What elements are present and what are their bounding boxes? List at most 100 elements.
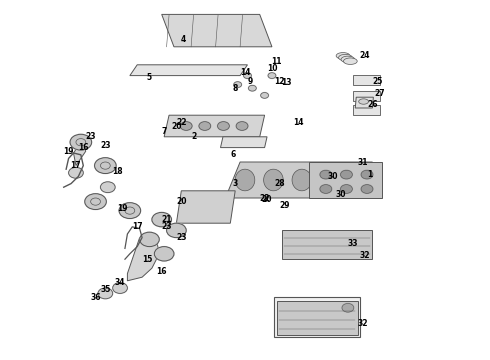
Text: 3: 3 bbox=[233, 179, 238, 188]
Circle shape bbox=[113, 283, 127, 293]
Polygon shape bbox=[220, 137, 267, 148]
Text: 34: 34 bbox=[115, 278, 125, 287]
Text: 1: 1 bbox=[368, 170, 372, 179]
Circle shape bbox=[268, 73, 276, 78]
Polygon shape bbox=[277, 301, 358, 335]
Circle shape bbox=[361, 185, 373, 193]
Text: 20: 20 bbox=[171, 122, 182, 131]
Text: 33: 33 bbox=[347, 239, 358, 248]
Text: 30: 30 bbox=[328, 172, 339, 181]
Bar bbox=[274, 297, 360, 337]
Text: 16: 16 bbox=[78, 143, 89, 152]
Circle shape bbox=[261, 93, 269, 98]
Text: 8: 8 bbox=[233, 84, 238, 93]
Text: 12: 12 bbox=[274, 77, 285, 86]
Text: 23: 23 bbox=[176, 233, 187, 242]
Circle shape bbox=[342, 303, 354, 312]
Text: 11: 11 bbox=[271, 57, 282, 66]
Circle shape bbox=[119, 203, 141, 219]
Polygon shape bbox=[225, 162, 372, 198]
Circle shape bbox=[341, 170, 352, 179]
Polygon shape bbox=[130, 65, 247, 76]
Circle shape bbox=[85, 194, 106, 210]
Circle shape bbox=[320, 185, 332, 193]
Ellipse shape bbox=[343, 58, 357, 64]
Polygon shape bbox=[162, 14, 272, 47]
Ellipse shape bbox=[336, 53, 350, 59]
Polygon shape bbox=[176, 191, 235, 223]
Bar bbox=[353, 75, 380, 85]
Circle shape bbox=[199, 122, 211, 130]
Text: 23: 23 bbox=[100, 141, 111, 150]
Text: 15: 15 bbox=[142, 255, 152, 264]
Polygon shape bbox=[164, 115, 265, 137]
Polygon shape bbox=[127, 236, 159, 281]
Polygon shape bbox=[282, 230, 372, 259]
Text: 10: 10 bbox=[267, 64, 277, 73]
Circle shape bbox=[95, 158, 116, 174]
Text: 22: 22 bbox=[176, 118, 187, 127]
Circle shape bbox=[361, 170, 373, 179]
Text: 24: 24 bbox=[360, 51, 370, 60]
Text: 32: 32 bbox=[360, 251, 370, 260]
Text: 6: 6 bbox=[230, 150, 235, 159]
Circle shape bbox=[236, 122, 248, 130]
Text: 9: 9 bbox=[247, 77, 252, 86]
Text: 29: 29 bbox=[279, 201, 290, 210]
Text: 36: 36 bbox=[90, 292, 101, 302]
Circle shape bbox=[218, 122, 229, 130]
Circle shape bbox=[341, 185, 352, 193]
Bar bbox=[353, 105, 380, 115]
Text: 32: 32 bbox=[357, 320, 368, 328]
Circle shape bbox=[69, 167, 83, 178]
Text: 25: 25 bbox=[372, 77, 383, 86]
Circle shape bbox=[100, 182, 115, 193]
Polygon shape bbox=[355, 97, 373, 108]
Circle shape bbox=[320, 170, 332, 179]
Circle shape bbox=[248, 85, 256, 91]
Circle shape bbox=[70, 134, 92, 150]
Text: 17: 17 bbox=[132, 222, 143, 231]
Text: 28: 28 bbox=[274, 179, 285, 188]
Text: 14: 14 bbox=[240, 68, 250, 77]
Text: 13: 13 bbox=[281, 78, 292, 87]
Circle shape bbox=[152, 212, 172, 227]
Polygon shape bbox=[309, 162, 382, 198]
Ellipse shape bbox=[339, 54, 352, 61]
Text: 4: 4 bbox=[181, 35, 186, 44]
Ellipse shape bbox=[264, 169, 283, 191]
Circle shape bbox=[180, 122, 192, 130]
Text: 26: 26 bbox=[367, 100, 378, 109]
Text: 20: 20 bbox=[176, 197, 187, 206]
Text: 2: 2 bbox=[191, 132, 196, 141]
Circle shape bbox=[234, 82, 242, 87]
Ellipse shape bbox=[292, 169, 312, 191]
Circle shape bbox=[154, 247, 174, 261]
Text: 5: 5 bbox=[147, 73, 152, 82]
Circle shape bbox=[244, 73, 251, 78]
Circle shape bbox=[98, 288, 113, 299]
Text: 23: 23 bbox=[85, 132, 96, 141]
Text: 14: 14 bbox=[294, 118, 304, 127]
Text: 35: 35 bbox=[100, 285, 111, 294]
Ellipse shape bbox=[235, 169, 255, 191]
Text: 19: 19 bbox=[63, 147, 74, 156]
Bar bbox=[353, 91, 380, 101]
Ellipse shape bbox=[341, 56, 355, 63]
Text: 18: 18 bbox=[112, 166, 123, 176]
Text: 19: 19 bbox=[117, 204, 128, 213]
Text: 22: 22 bbox=[259, 194, 270, 202]
Circle shape bbox=[140, 232, 159, 247]
Circle shape bbox=[167, 223, 186, 238]
Text: 31: 31 bbox=[357, 158, 368, 166]
Text: 17: 17 bbox=[71, 161, 81, 170]
Polygon shape bbox=[74, 144, 86, 166]
Text: 23: 23 bbox=[161, 222, 172, 231]
Text: 30: 30 bbox=[335, 190, 346, 199]
Ellipse shape bbox=[320, 169, 340, 191]
Ellipse shape bbox=[359, 99, 368, 104]
Text: 16: 16 bbox=[156, 267, 167, 276]
Text: 27: 27 bbox=[374, 89, 385, 98]
Text: 7: 7 bbox=[162, 127, 167, 136]
Text: 21: 21 bbox=[161, 215, 172, 224]
